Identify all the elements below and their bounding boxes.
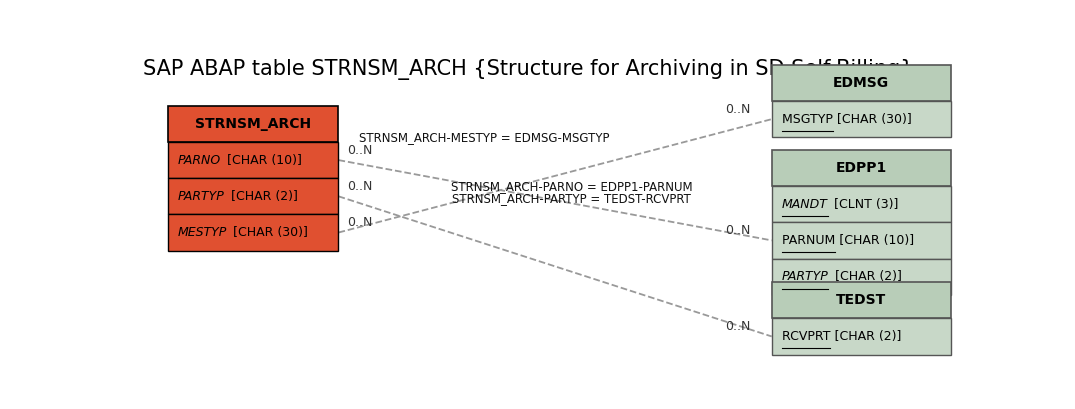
Text: [CHAR (2)]: [CHAR (2)]	[227, 190, 298, 203]
Text: [CLNT (3)]: [CLNT (3)]	[830, 198, 899, 211]
Text: 0..N: 0..N	[347, 216, 372, 229]
Bar	[772, 65, 951, 101]
Bar	[772, 222, 951, 258]
Text: 0..N: 0..N	[347, 180, 372, 193]
Bar	[772, 101, 951, 137]
Text: PARNUM [CHAR (10)]: PARNUM [CHAR (10)]	[782, 234, 914, 247]
Bar	[772, 318, 951, 355]
Text: 0..N: 0..N	[347, 144, 372, 157]
Text: MESTYP: MESTYP	[177, 226, 227, 239]
Bar	[772, 282, 951, 318]
Text: PARTYP: PARTYP	[177, 190, 225, 203]
Text: STRNSM_ARCH-MESTYP = EDMSG-MSGTYP: STRNSM_ARCH-MESTYP = EDMSG-MSGTYP	[359, 131, 610, 144]
Text: STRNSM_ARCH-PARNO = EDPP1-PARNUM: STRNSM_ARCH-PARNO = EDPP1-PARNUM	[450, 180, 692, 193]
Text: RCVPRT: RCVPRT	[782, 330, 830, 343]
Bar	[772, 186, 951, 222]
Text: 0..N: 0..N	[726, 320, 751, 333]
Text: STRNSM_ARCH-PARTYP = TEDST-RCVPRT: STRNSM_ARCH-PARTYP = TEDST-RCVPRT	[453, 192, 691, 205]
Text: 0..N: 0..N	[726, 224, 751, 237]
Text: MSGTYP: MSGTYP	[782, 112, 833, 126]
Text: PARTYP: PARTYP	[782, 270, 829, 283]
Text: PARNO: PARNO	[177, 154, 221, 166]
Bar	[168, 106, 339, 142]
Text: 0..N: 0..N	[726, 103, 751, 116]
Text: TEDST: TEDST	[836, 293, 887, 307]
Text: STRNSM_ARCH: STRNSM_ARCH	[195, 117, 311, 131]
Text: RCVPRT [CHAR (2)]: RCVPRT [CHAR (2)]	[782, 330, 901, 343]
Text: PARNUM: PARNUM	[782, 234, 835, 247]
Text: MSGTYP [CHAR (30)]: MSGTYP [CHAR (30)]	[782, 112, 912, 126]
Bar	[168, 214, 339, 251]
Text: EDPP1: EDPP1	[835, 161, 887, 175]
Text: EDMSG: EDMSG	[833, 76, 889, 90]
Text: MANDT: MANDT	[782, 198, 828, 211]
Text: [CHAR (2)]: [CHAR (2)]	[831, 270, 902, 283]
Text: SAP ABAP table STRNSM_ARCH {Structure for Archiving in SD Self-Billing}: SAP ABAP table STRNSM_ARCH {Structure fo…	[143, 58, 913, 79]
Bar	[772, 258, 951, 295]
Text: [CHAR (10)]: [CHAR (10)]	[224, 154, 302, 166]
Bar	[168, 142, 339, 178]
Bar	[772, 150, 951, 186]
Text: [CHAR (30)]: [CHAR (30)]	[229, 226, 309, 239]
Bar	[168, 178, 339, 214]
